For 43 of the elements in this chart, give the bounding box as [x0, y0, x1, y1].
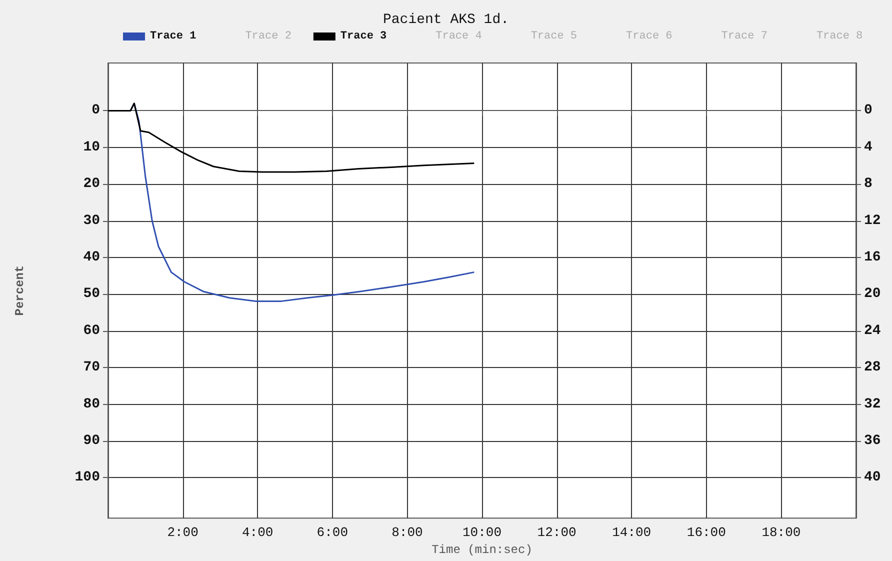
- y-tick-label: 0: [92, 102, 100, 119]
- x-tick-label: 6:00: [316, 525, 348, 540]
- y-tick-label: 80: [83, 396, 100, 412]
- y-tick-label: 40: [83, 250, 100, 266]
- y2-tick-label: 20: [864, 286, 881, 302]
- y2-tick-label: 32: [864, 396, 881, 412]
- text: Trace 8: [816, 30, 863, 42]
- y2-tick-label: 28: [864, 360, 881, 376]
- chart-title: Pacient AKS 1d.: [382, 12, 510, 28]
- legend-label: Trace 3: [340, 30, 388, 42]
- y-tick-label: 30: [83, 212, 100, 229]
- y-tick-label: 50: [83, 286, 100, 302]
- y2-tick-label: 0: [864, 102, 872, 119]
- x-tick-label: 8:00: [392, 525, 423, 540]
- y-tick-label: 70: [83, 360, 100, 376]
- x-axis-title: Time (min:sec): [432, 543, 532, 557]
- y-tick-label: 20: [83, 176, 100, 192]
- x-tick-label: 2:00: [167, 525, 198, 540]
- y-tick-label: 90: [83, 433, 100, 450]
- y2-tick-label: 36: [864, 433, 881, 450]
- text: Trace 4: [436, 30, 482, 42]
- text: Trace 5: [530, 30, 578, 42]
- y-tick-label: 100: [74, 470, 100, 486]
- y-axis-title: Percent: [13, 265, 27, 316]
- x-tick-label: 18:00: [762, 525, 801, 540]
- text: Trace 6: [626, 30, 672, 42]
- text: Trace 2: [245, 30, 292, 42]
- text: Trace 7: [721, 30, 768, 42]
- legend-label: Trace 1: [150, 30, 197, 42]
- y2-tick-label: 12: [864, 212, 881, 229]
- x-tick-label: 4:00: [242, 525, 274, 540]
- y-tick-label: 10: [83, 139, 100, 156]
- y2-tick-label: 8: [864, 176, 872, 192]
- y2-tick-label: 16: [864, 250, 881, 266]
- x-tick-label: 16:00: [686, 525, 726, 540]
- x-tick-label: 12:00: [537, 525, 576, 540]
- y2-tick-label: 40: [864, 470, 881, 486]
- y2-tick-label: 24: [864, 322, 881, 339]
- y-tick-label: 60: [83, 322, 100, 339]
- x-tick-label: 14:00: [612, 525, 652, 540]
- x-tick-label: 10:00: [462, 525, 502, 540]
- y2-tick-label: 4: [864, 139, 872, 156]
- line-series: [107, 102, 475, 173]
